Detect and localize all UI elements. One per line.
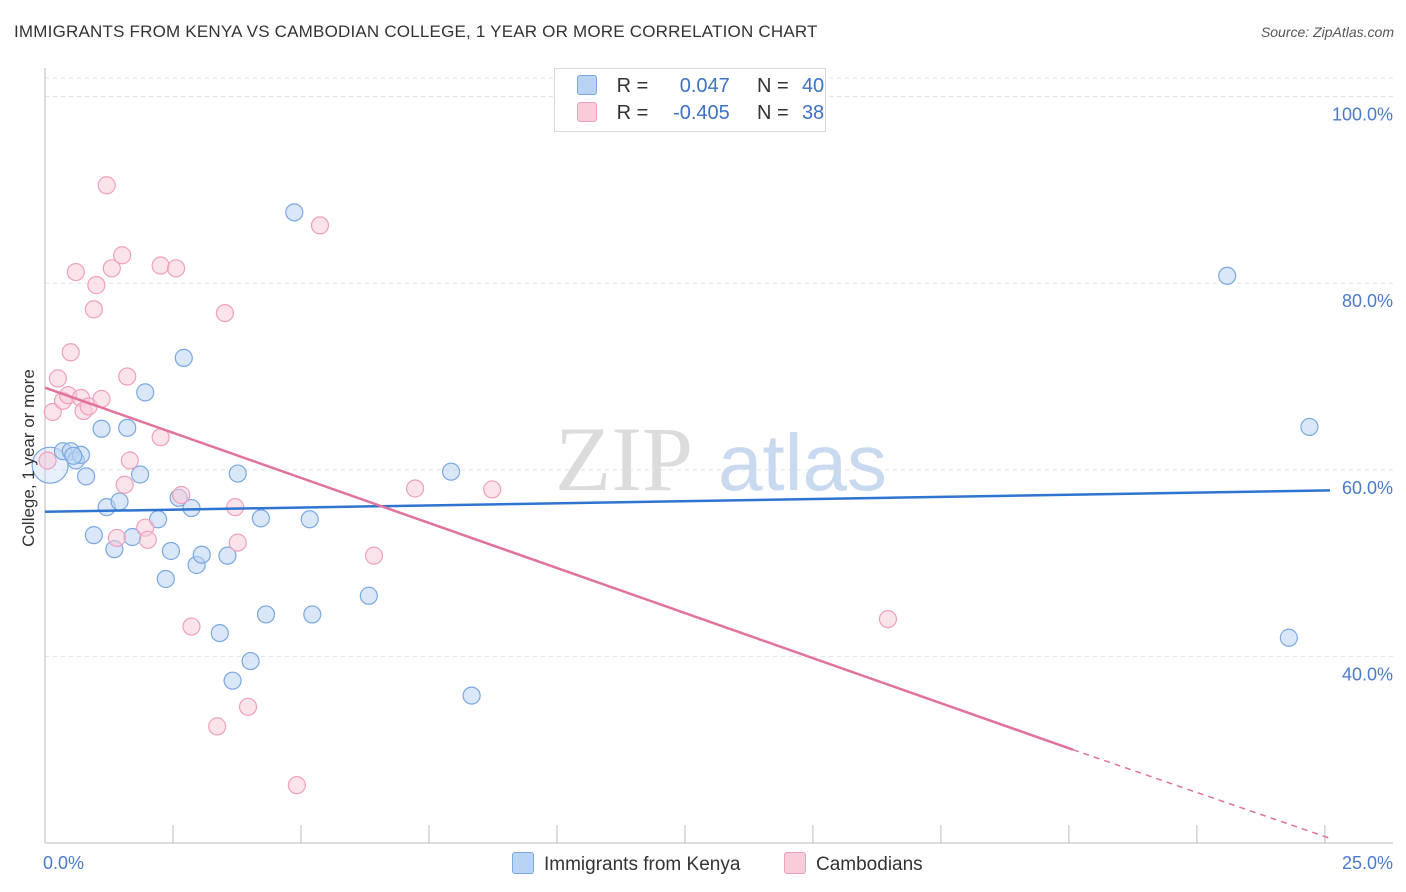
legend-row-kenya: R = 0.047 N = 40 bbox=[577, 75, 824, 101]
legend-n-label: N = bbox=[756, 75, 789, 97]
bottom-legend-swatch-cambodians bbox=[784, 852, 806, 874]
point-kenya bbox=[92, 419, 111, 438]
legend-r-label: R = bbox=[616, 75, 649, 97]
bottom-legend-swatch-kenya bbox=[512, 852, 534, 874]
point-kenya bbox=[303, 605, 322, 624]
bottom-legend-kenya: Immigrants from Kenya bbox=[512, 852, 740, 876]
point-kenya bbox=[1279, 628, 1298, 647]
y-tick-label: 80.0% bbox=[1342, 291, 1393, 311]
correlation-legend: R = 0.047 N = 40 R = -0.405 N = 38 bbox=[554, 68, 826, 132]
point-cambodians bbox=[66, 262, 85, 282]
point-kenya bbox=[77, 467, 96, 486]
legend-row-cambodians: R = -0.405 N = 38 bbox=[577, 102, 824, 128]
bottom-legend-label-cambodians: Cambodians bbox=[816, 854, 923, 875]
legend-swatch-kenya bbox=[577, 75, 597, 95]
point-kenya bbox=[228, 464, 247, 483]
point-kenya bbox=[1218, 266, 1237, 285]
legend-r-label: R = bbox=[616, 102, 649, 124]
axes: 40.0% 60.0% 80.0% 100.0% bbox=[44, 68, 1393, 844]
point-cambodians bbox=[878, 609, 898, 629]
point-cambodians bbox=[138, 530, 157, 549]
legend-n-value-cambodians: 38 bbox=[801, 102, 825, 124]
data-points bbox=[31, 176, 1319, 795]
point-cambodians bbox=[215, 303, 234, 323]
point-kenya bbox=[1300, 417, 1319, 437]
point-kenya bbox=[118, 418, 137, 437]
legend-n-label: N = bbox=[756, 102, 789, 124]
point-kenya bbox=[110, 492, 129, 511]
y-tick-label: 40.0% bbox=[1342, 664, 1393, 684]
point-kenya bbox=[174, 348, 193, 367]
bottom-legend-label-kenya: Immigrants from Kenya bbox=[544, 854, 741, 875]
point-cambodians bbox=[166, 259, 186, 278]
watermark-zip: ZIP bbox=[555, 408, 693, 510]
legend-n-value-kenya: 40 bbox=[801, 75, 825, 97]
point-cambodians bbox=[107, 528, 127, 548]
point-cambodians bbox=[115, 475, 134, 494]
point-cambodians bbox=[120, 451, 139, 470]
point-kenya bbox=[256, 605, 276, 624]
point-kenya bbox=[84, 526, 103, 545]
point-cambodians bbox=[43, 402, 62, 422]
point-cambodians bbox=[38, 451, 57, 470]
point-kenya bbox=[241, 651, 260, 671]
point-kenya bbox=[300, 510, 319, 529]
chart-source: Source: ZipAtlas.com bbox=[1260, 24, 1394, 40]
legend-r-value-kenya: 0.047 bbox=[679, 75, 730, 97]
point-cambodians bbox=[483, 480, 502, 499]
point-cambodians bbox=[228, 533, 247, 552]
point-cambodians bbox=[84, 300, 103, 319]
point-cambodians bbox=[97, 176, 116, 195]
x-tick-label-max: 25.0% bbox=[1342, 853, 1393, 873]
point-kenya bbox=[223, 671, 242, 690]
point-cambodians bbox=[287, 776, 306, 795]
point-cambodians bbox=[405, 479, 425, 498]
point-cambodians bbox=[310, 216, 330, 235]
trend-line-kenya bbox=[44, 489, 1331, 514]
point-cambodians bbox=[364, 546, 384, 565]
point-kenya bbox=[251, 509, 270, 528]
point-kenya bbox=[441, 462, 461, 481]
point-kenya bbox=[156, 569, 175, 589]
point-cambodians bbox=[87, 276, 106, 295]
point-cambodians bbox=[118, 367, 137, 386]
y-tick-label: 60.0% bbox=[1342, 478, 1393, 498]
point-cambodians bbox=[238, 697, 258, 716]
point-kenya bbox=[285, 203, 304, 222]
y-axis-label: College, 1 year or more bbox=[19, 369, 38, 547]
trend-line-cambodians bbox=[44, 386, 1074, 751]
point-cambodians bbox=[226, 498, 245, 517]
point-kenya bbox=[130, 465, 150, 484]
point-kenya bbox=[210, 623, 229, 643]
point-kenya bbox=[161, 541, 181, 561]
y-tick-label: 100.0% bbox=[1332, 105, 1393, 125]
legend-swatch-cambodians bbox=[577, 102, 597, 122]
point-cambodians bbox=[182, 617, 201, 636]
bottom-legend-cambodians: Cambodians bbox=[784, 852, 923, 876]
point-cambodians bbox=[151, 256, 170, 275]
point-kenya bbox=[136, 383, 155, 402]
point-kenya bbox=[462, 686, 481, 705]
point-cambodians bbox=[102, 259, 121, 278]
legend-r-value-cambodians: -0.405 bbox=[673, 102, 730, 124]
point-kenya bbox=[64, 446, 83, 465]
point-kenya bbox=[359, 586, 378, 605]
point-cambodians bbox=[172, 485, 191, 505]
point-cambodians bbox=[112, 246, 132, 265]
point-cambodians bbox=[48, 369, 67, 388]
x-tick-label-min: 0.0% bbox=[43, 853, 84, 873]
watermark-atlas: atlas bbox=[718, 418, 887, 507]
point-kenya bbox=[192, 545, 211, 564]
grid-lines bbox=[45, 77, 1393, 657]
trend-line-cambodians-extension bbox=[1072, 748, 1331, 840]
point-kenya bbox=[218, 546, 237, 565]
point-cambodians bbox=[61, 343, 80, 362]
chart-title: IMMIGRANTS FROM KENYA VS CAMBODIAN COLLE… bbox=[14, 22, 818, 41]
point-cambodians bbox=[208, 717, 227, 736]
trend-lines bbox=[44, 386, 1331, 840]
